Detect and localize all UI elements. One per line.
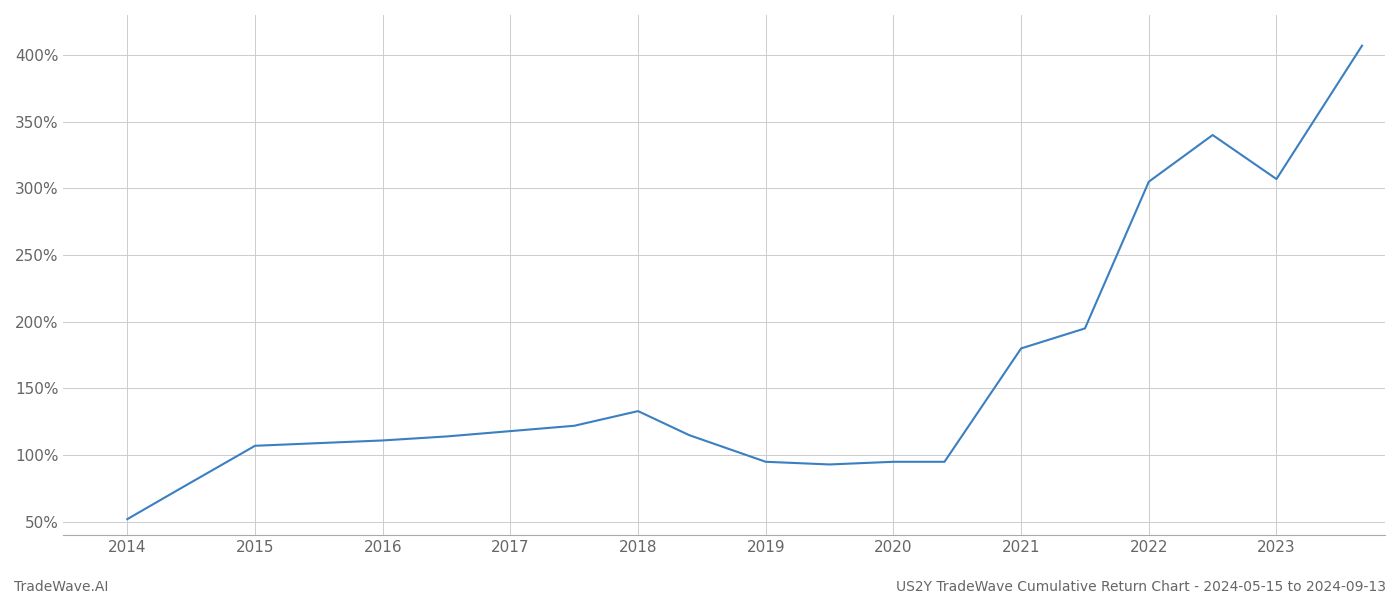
Text: TradeWave.AI: TradeWave.AI [14,580,108,594]
Text: US2Y TradeWave Cumulative Return Chart - 2024-05-15 to 2024-09-13: US2Y TradeWave Cumulative Return Chart -… [896,580,1386,594]
